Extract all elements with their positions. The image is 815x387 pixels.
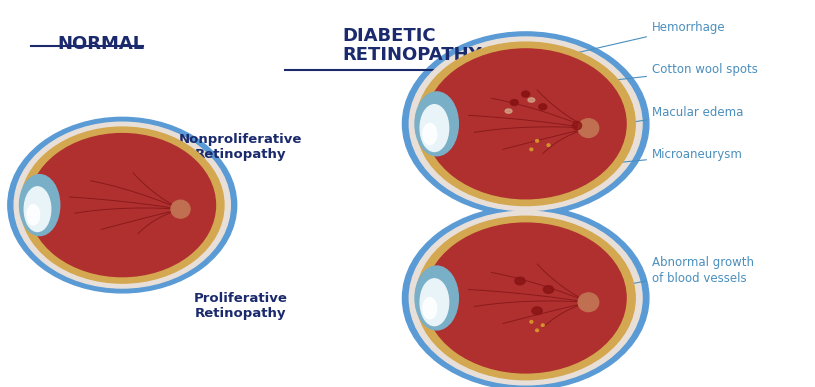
Ellipse shape	[415, 266, 458, 330]
Ellipse shape	[29, 134, 215, 277]
Ellipse shape	[578, 119, 599, 137]
Ellipse shape	[403, 206, 649, 387]
Text: Cotton wool spots: Cotton wool spots	[575, 63, 758, 86]
Ellipse shape	[510, 99, 518, 106]
Ellipse shape	[423, 298, 437, 319]
Ellipse shape	[27, 205, 40, 225]
Text: Microaneurysm: Microaneurysm	[583, 148, 743, 168]
Ellipse shape	[547, 144, 550, 146]
Text: Abnormal growth
of blood vessels: Abnormal growth of blood vessels	[599, 257, 754, 291]
Ellipse shape	[539, 104, 547, 110]
Ellipse shape	[416, 216, 635, 380]
Ellipse shape	[532, 307, 542, 315]
Ellipse shape	[530, 320, 533, 323]
Ellipse shape	[528, 98, 535, 102]
Ellipse shape	[14, 122, 231, 288]
Ellipse shape	[535, 140, 539, 142]
Text: NORMAL: NORMAL	[57, 35, 144, 53]
Text: Nonproliferative
Retinopathy: Nonproliferative Retinopathy	[178, 133, 302, 161]
Ellipse shape	[20, 127, 224, 283]
Ellipse shape	[535, 329, 539, 332]
Ellipse shape	[423, 123, 437, 145]
Ellipse shape	[171, 200, 190, 218]
Ellipse shape	[421, 279, 449, 326]
Ellipse shape	[425, 49, 626, 199]
Ellipse shape	[409, 37, 642, 211]
Text: DIABETIC
RETINOPATHY: DIABETIC RETINOPATHY	[342, 27, 482, 65]
Text: Macular edema: Macular edema	[599, 106, 743, 129]
Ellipse shape	[415, 92, 458, 156]
Ellipse shape	[544, 286, 553, 293]
Ellipse shape	[24, 187, 51, 231]
Ellipse shape	[416, 42, 635, 205]
Ellipse shape	[522, 91, 530, 97]
Ellipse shape	[20, 175, 59, 236]
Text: Hemorrhage: Hemorrhage	[566, 21, 725, 57]
Ellipse shape	[8, 117, 236, 293]
Ellipse shape	[541, 324, 544, 327]
Ellipse shape	[572, 121, 582, 130]
Text: Proliferative
Retinopathy: Proliferative Retinopathy	[193, 292, 288, 320]
Ellipse shape	[421, 104, 449, 151]
Ellipse shape	[505, 109, 512, 113]
Ellipse shape	[515, 277, 525, 285]
Ellipse shape	[409, 211, 642, 385]
Ellipse shape	[403, 32, 649, 216]
Ellipse shape	[530, 148, 533, 151]
Ellipse shape	[425, 223, 626, 373]
Ellipse shape	[578, 293, 599, 312]
